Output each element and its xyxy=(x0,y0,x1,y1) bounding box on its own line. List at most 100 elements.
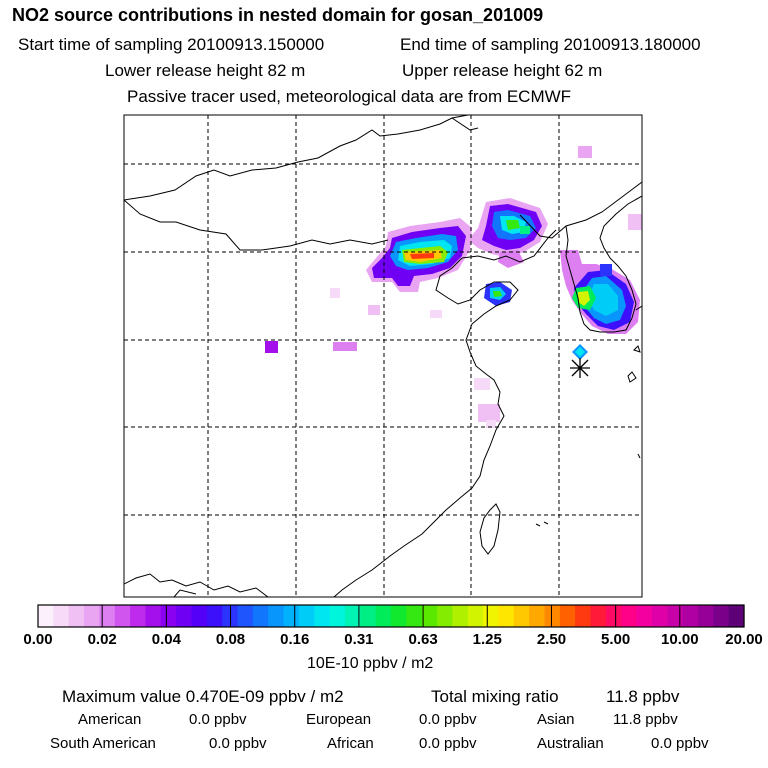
colorbar-tick-label: 5.00 xyxy=(601,631,631,648)
colorbar-cell xyxy=(237,605,254,627)
coast-korea xyxy=(565,195,642,333)
border-line xyxy=(124,115,469,201)
plume-core xyxy=(506,220,520,230)
coast-bohai xyxy=(461,229,557,263)
colorbar-cell xyxy=(651,605,668,627)
colorbar-cell xyxy=(406,605,423,627)
coastlines xyxy=(124,115,642,597)
colorbar-cell xyxy=(636,605,653,627)
colorbar-border xyxy=(37,604,745,628)
colorbar-cell xyxy=(114,605,131,627)
border-line xyxy=(124,199,389,251)
plume-core xyxy=(520,226,530,234)
colorbar-tick-label: 0.08 xyxy=(215,631,246,648)
border-line xyxy=(451,117,479,131)
border-line xyxy=(519,181,642,239)
upper-release-height: Upper release height 62 m xyxy=(402,61,603,80)
region-south-american-label: South American xyxy=(50,735,156,752)
colorbar xyxy=(37,604,745,628)
plume-band xyxy=(588,284,618,316)
plume-patch xyxy=(330,288,340,298)
region-european-label: European xyxy=(306,711,372,728)
colorbar-cell xyxy=(329,605,346,627)
colorbar-cell xyxy=(283,605,300,627)
plume-patch xyxy=(368,305,380,315)
plume-patch xyxy=(430,310,442,318)
plume-patch xyxy=(628,214,642,230)
map-frame-bg xyxy=(124,115,642,597)
colorbar-cell xyxy=(191,605,208,627)
colorbar-cell xyxy=(421,605,438,627)
colorbar-tick-label: 0.04 xyxy=(151,631,181,648)
plume-patch xyxy=(600,264,612,276)
colorbar-cell xyxy=(176,605,193,627)
colorbar-tick-label: 0.02 xyxy=(87,631,117,648)
colorbar-cell xyxy=(697,605,714,627)
colorbar-cell xyxy=(559,605,576,627)
colorbar-cell xyxy=(298,605,315,627)
colorbar-cell xyxy=(575,605,592,627)
colorbar-cell xyxy=(544,605,561,627)
receptor-marker xyxy=(570,358,590,378)
colorbar-cell xyxy=(130,605,147,627)
colorbar-cell xyxy=(590,605,607,627)
colorbar-cell xyxy=(314,605,331,627)
colorbar-cell xyxy=(375,605,392,627)
total-mixing-ratio-value: 11.8 ppbv xyxy=(606,687,680,706)
region-asian-value: 11.8 ppbv xyxy=(613,711,678,728)
plume-outer xyxy=(498,250,524,268)
data-source-note: Passive tracer used, meteorological data… xyxy=(127,87,572,106)
region-african-value: 0.0 ppbv xyxy=(419,735,477,752)
colorbar-cell xyxy=(667,605,684,627)
colorbar-tick-label: 0.16 xyxy=(280,631,310,648)
region-african-label: African xyxy=(327,735,374,752)
colorbar-tick-label: 2.50 xyxy=(536,631,567,648)
region-european-value: 0.0 ppbv xyxy=(419,711,477,728)
colorbar-cell xyxy=(483,605,500,627)
colorbar-tick-label: 10.00 xyxy=(661,631,699,648)
colorbar-cell xyxy=(360,605,377,627)
border-line xyxy=(124,573,269,597)
colorbar-cell xyxy=(84,605,100,627)
map-frame xyxy=(123,114,643,598)
colorbar-cell xyxy=(467,605,484,627)
coast-taiwan xyxy=(479,503,501,555)
colorbar-tick-label: 0.00 xyxy=(23,631,53,648)
colorbar-cell xyxy=(391,605,407,627)
region-asian-label: Asian xyxy=(537,711,575,728)
region-australian-label: Australian xyxy=(537,735,604,752)
colorbar-cell xyxy=(53,605,70,627)
plume-patch xyxy=(474,378,490,390)
colorbar-tick-label: 20.00 xyxy=(725,631,763,648)
colorbar-cell xyxy=(99,605,116,627)
plume-patch xyxy=(478,404,500,422)
plume-patch xyxy=(265,341,278,353)
colorbar-unit-label: 10E-10 ppbv / m2 xyxy=(307,655,434,672)
colorbar-cell xyxy=(160,605,177,627)
end-time: End time of sampling 20100913.180000 xyxy=(400,35,701,54)
colorbar-cell xyxy=(498,605,515,627)
plume-patch xyxy=(578,146,592,158)
colorbar-tick-label: 0.31 xyxy=(344,631,374,648)
plot-title: NO2 source contributions in nested domai… xyxy=(12,5,544,25)
region-australian-value: 0.0 ppbv xyxy=(651,735,709,752)
region-south-american-value: 0.0 ppbv xyxy=(209,735,267,752)
colorbar-cell xyxy=(344,605,361,627)
coast-islands xyxy=(627,345,641,459)
region-american-label: American xyxy=(78,711,142,728)
colorbar-cell xyxy=(728,605,745,627)
colorbar-cell xyxy=(513,605,530,627)
plume-core xyxy=(493,291,502,297)
colorbar-cell xyxy=(605,605,622,627)
colorbar-cell xyxy=(38,605,54,627)
plume-core xyxy=(578,291,590,306)
colorbar-cell xyxy=(682,605,699,627)
coast-china xyxy=(333,257,519,597)
colorbar-cell xyxy=(713,605,730,627)
plume-patch xyxy=(575,347,585,357)
colorbar-cell xyxy=(621,605,638,627)
colorbar-cell xyxy=(437,605,453,627)
colorbar-tick-label: 0.63 xyxy=(408,631,438,648)
colorbar-cell xyxy=(145,605,162,627)
colorbar-cell xyxy=(68,605,85,627)
